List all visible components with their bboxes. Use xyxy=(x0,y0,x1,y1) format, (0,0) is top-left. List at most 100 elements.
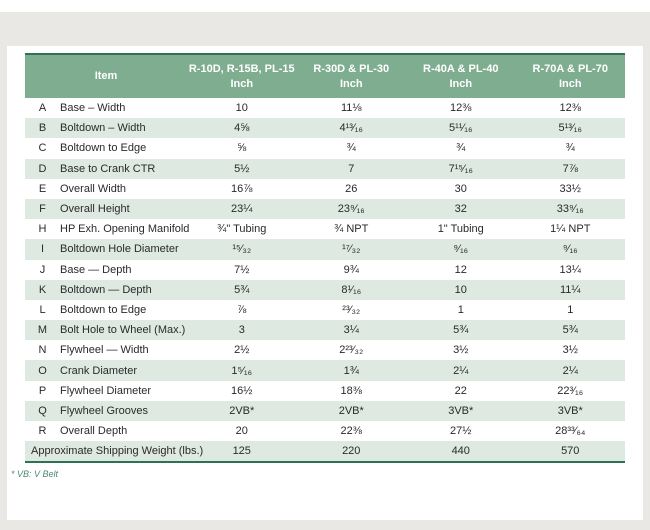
table-row: P Flywheel Diameter 16½ 18⅜ 22 22³⁄₁₆ xyxy=(25,380,625,401)
table-row: K Boltdown — Depth 5¾ 8¹⁄₁₆ 10 11¼ xyxy=(25,279,625,300)
row-value: 30 xyxy=(454,182,467,195)
row-value: 33⁹⁄₁₆ xyxy=(556,203,584,216)
shipping-weight-value: 570 xyxy=(561,445,580,458)
column-unit-label: Inch xyxy=(339,77,363,90)
table-row: A Base – Width 10 11⅛ 12⅜ 12⅜ xyxy=(25,98,625,119)
row-value: 7⅞ xyxy=(562,162,578,175)
item-column-header: Item xyxy=(25,55,187,98)
row-value: 11⅛ xyxy=(340,102,362,115)
table-row: E Overall Width 16⅞ 26 30 33½ xyxy=(25,178,625,199)
row-value: 7 xyxy=(348,162,355,175)
column-header-r40a: R-40A & PL-40 Inch xyxy=(406,55,516,98)
column-unit-label: Inch xyxy=(449,77,473,90)
row-item-label: Boltdown to Edge xyxy=(60,142,147,155)
column-models-label: R-70A & PL-70 xyxy=(532,63,608,76)
table-body: A Base – Width 10 11⅛ 12⅜ 12⅜ B Boltdown – Widt… xyxy=(25,98,625,442)
row-value: 2¼ xyxy=(562,364,578,377)
row-value: 22⅜ xyxy=(340,425,362,438)
row-letter: I xyxy=(40,243,45,256)
table-row: H HP Exh. Opening Manifold ¾" Tubing ¾ NPT 1… xyxy=(25,219,625,240)
row-letter: O xyxy=(38,364,47,377)
row-value: 1 xyxy=(457,303,464,316)
row-value: ⁹⁄₁₆ xyxy=(562,243,578,256)
item-header-label: Item xyxy=(94,70,118,83)
table-row: N Flywheel — Width 2½ 2²³⁄₃₂ 3½ 3½ xyxy=(25,340,625,361)
row-value: 2½ xyxy=(234,344,250,357)
table-row: C Boltdown to Edge ⅝ ¾ ¾ ¾ xyxy=(25,138,625,159)
row-value: 1¼ NPT xyxy=(550,223,591,236)
shipping-weight-label: Approximate Shipping Weight (lbs.) xyxy=(31,445,204,458)
table-row: M Bolt Hole to Wheel (Max.) 3 3¼ 5¾ 5¾ xyxy=(25,320,625,341)
shipping-weight-value: 125 xyxy=(232,445,251,458)
row-value: 5¹³⁄₁₆ xyxy=(558,122,582,135)
top-strip xyxy=(0,0,650,12)
column-models-label: R-40A & PL-40 xyxy=(423,63,499,76)
table-row: L Boltdown to Edge ⅞ ²³⁄₃₂ 1 1 xyxy=(25,299,625,321)
row-value: ⁹⁄₁₆ xyxy=(453,243,469,256)
column-models-label: R-10D, R-15B, PL-15 xyxy=(188,63,295,76)
row-letter: R xyxy=(38,425,47,438)
row-value: 18⅜ xyxy=(340,384,362,397)
row-value: 10 xyxy=(454,283,467,296)
column-unit-label: Inch xyxy=(558,77,582,90)
row-value: 33½ xyxy=(559,182,581,195)
shipping-weight-row: Approximate Shipping Weight (lbs.) 125 2… xyxy=(25,441,625,462)
row-value: 3½ xyxy=(453,344,469,357)
row-value: 9¾ xyxy=(343,263,359,276)
row-value: 1⁵⁄₁₆ xyxy=(231,364,253,377)
row-value: 4⅝ xyxy=(234,122,250,135)
row-letter: P xyxy=(38,384,47,397)
row-item-label: Boltdown — Depth xyxy=(60,283,152,296)
row-value: 5¹¹⁄₁₆ xyxy=(449,122,473,135)
row-item-label: Base to Crank CTR xyxy=(60,162,156,175)
row-value: 3¼ xyxy=(343,324,359,337)
row-value: 5¾ xyxy=(453,324,469,337)
row-letter: D xyxy=(38,162,47,175)
row-value: 13¼ xyxy=(559,263,581,276)
column-unit-label: Inch xyxy=(230,77,254,90)
table-row: I Boltdown Hole Diameter ¹⁵⁄₃₂ ¹⁷⁄₃₂ ⁹⁄₁₆ ⁹⁄₁… xyxy=(25,239,625,260)
table-row: R Overall Depth 20 22⅜ 27½ 28³³⁄₆₄ xyxy=(25,421,625,442)
row-value: ¹⁵⁄₃₂ xyxy=(232,243,252,256)
row-item-label: Bolt Hole to Wheel (Max.) xyxy=(60,324,186,337)
row-value: 3 xyxy=(238,324,245,337)
row-item-label: Base – Width xyxy=(60,102,126,115)
column-header-r70a: R-70A & PL-70 Inch xyxy=(516,55,626,98)
row-item-label: Boltdown Hole Diameter xyxy=(60,243,179,256)
row-letter: K xyxy=(38,283,47,296)
row-letter: A xyxy=(38,102,47,115)
table-row: B Boltdown – Width 4⅝ 4¹³⁄₁₆ 5¹¹⁄₁₆ 5¹³⁄₁₆ xyxy=(25,118,625,139)
row-letter: L xyxy=(39,303,46,316)
row-item-label: Crank Diameter xyxy=(60,364,138,377)
row-value: 27½ xyxy=(450,425,472,438)
row-value: ⅝ xyxy=(237,142,247,155)
row-item-label: Overall Width xyxy=(60,182,127,195)
shipping-weight-value: 220 xyxy=(342,445,361,458)
row-value: 5¾ xyxy=(562,324,578,337)
row-value: 5½ xyxy=(234,162,250,175)
row-value: 3½ xyxy=(562,344,578,357)
row-letter: B xyxy=(38,122,47,135)
row-value: ⅞ xyxy=(237,303,247,316)
row-value: ²³⁄₃₂ xyxy=(342,303,361,316)
row-value: ¾ xyxy=(565,142,575,155)
row-value: 1 xyxy=(567,303,574,316)
row-value: 11¼ xyxy=(559,283,581,296)
row-value: 23¼ xyxy=(231,203,253,216)
row-item-label: Overall Depth xyxy=(60,425,128,438)
row-value: 1" Tubing xyxy=(437,223,484,236)
row-item-label: HP Exh. Opening Manifold xyxy=(60,223,190,236)
row-value: 23⁹⁄₁₆ xyxy=(337,203,365,216)
row-item-label: Boltdown – Width xyxy=(60,122,146,135)
row-value: 16½ xyxy=(231,384,253,397)
column-header-r30d: R-30D & PL-30 Inch xyxy=(297,55,407,98)
row-value: 4¹³⁄₁₆ xyxy=(339,122,363,135)
row-value: ¾ xyxy=(346,142,356,155)
row-value: 28³³⁄₆₄ xyxy=(555,425,586,438)
row-value: 8¹⁄₁₆ xyxy=(341,283,362,296)
row-item-label: Flywheel — Width xyxy=(60,344,149,357)
row-value: 12 xyxy=(454,263,467,276)
table-row: J Base — Depth 7½ 9¾ 12 13¼ xyxy=(25,259,625,280)
row-value: 7½ xyxy=(234,263,250,276)
row-value: 22³⁄₁₆ xyxy=(557,384,584,397)
